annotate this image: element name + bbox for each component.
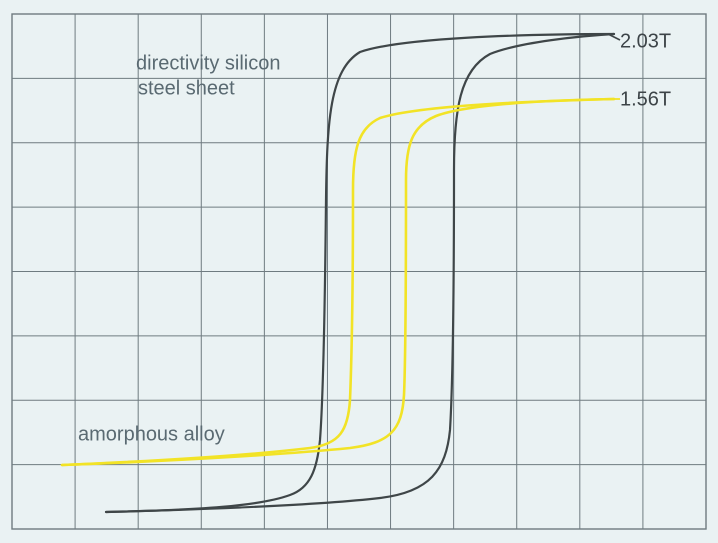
label-value-156t: 1.56T: [620, 88, 671, 110]
label-silicon-line2: steel sheet: [138, 77, 235, 99]
label-silicon-line1: directivity silicon: [136, 52, 280, 74]
label-amorphous: amorphous alloy: [78, 423, 225, 445]
label-value-203t: 2.03T: [620, 30, 671, 52]
